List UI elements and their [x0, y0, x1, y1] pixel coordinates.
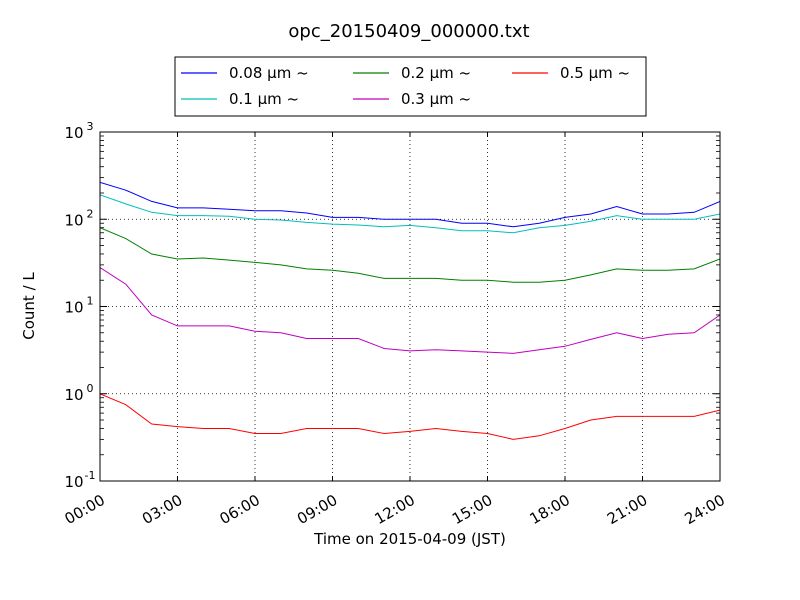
y-tick-label: 10 [64, 473, 83, 491]
legend-label-5: 0.5 μm ~ [560, 64, 630, 82]
series-line-1 [100, 181, 720, 228]
y-tick-exponent: 2 [87, 207, 94, 220]
y-axis-label: Count / L [20, 272, 38, 340]
grid [100, 132, 720, 481]
x-axis-label: Time on 2015-04-09 (JST) [313, 530, 506, 548]
legend: 0.08 μm ~ 0.1 μm ~ 0.2 μm ~ 0.3 μm ~ 0.5 μm … [181, 64, 630, 108]
y-tick-label: 10 [64, 386, 83, 404]
y-tick-label: 10 [64, 211, 83, 229]
x-tick-label: 21:00 [604, 491, 650, 528]
x-tick-label: 24:00 [682, 491, 728, 528]
series-line-3 [100, 227, 720, 283]
x-tick-label: 18:00 [527, 491, 573, 528]
legend-box [174, 56, 647, 117]
series-layer [100, 181, 720, 440]
legend-label-3: 0.2 μm ~ [401, 64, 471, 82]
x-tick-label: 15:00 [449, 491, 495, 528]
legend-label-2: 0.1 μm ~ [229, 90, 299, 108]
y-tick-exponent: 3 [87, 120, 94, 133]
x-tick-label: 06:00 [217, 491, 263, 528]
series-line-4 [100, 267, 720, 354]
y-tick-exponent: 0 [87, 382, 94, 395]
series-line-2 [100, 194, 720, 234]
x-tick-label: 00:00 [62, 491, 108, 528]
y-tick-exponent: -1 [85, 469, 96, 482]
series-line-5 [100, 393, 720, 440]
x-tick-label: 12:00 [372, 491, 418, 528]
ticks: 00:00 03:00 06:00 09:00 12:00 15:00 18:00 21:00… [62, 120, 728, 528]
legend-label-4: 0.3 μm ~ [401, 90, 471, 108]
legend-label-1: 0.08 μm ~ [229, 64, 309, 82]
x-tick-label: 09:00 [294, 491, 340, 528]
y-tick-label: 10 [64, 124, 83, 142]
x-tick-label: 03:00 [139, 491, 185, 528]
y-tick-exponent: 1 [87, 295, 94, 308]
chart-title: opc_20150409_000000.txt [288, 21, 529, 42]
y-tick-label: 10 [64, 299, 83, 317]
